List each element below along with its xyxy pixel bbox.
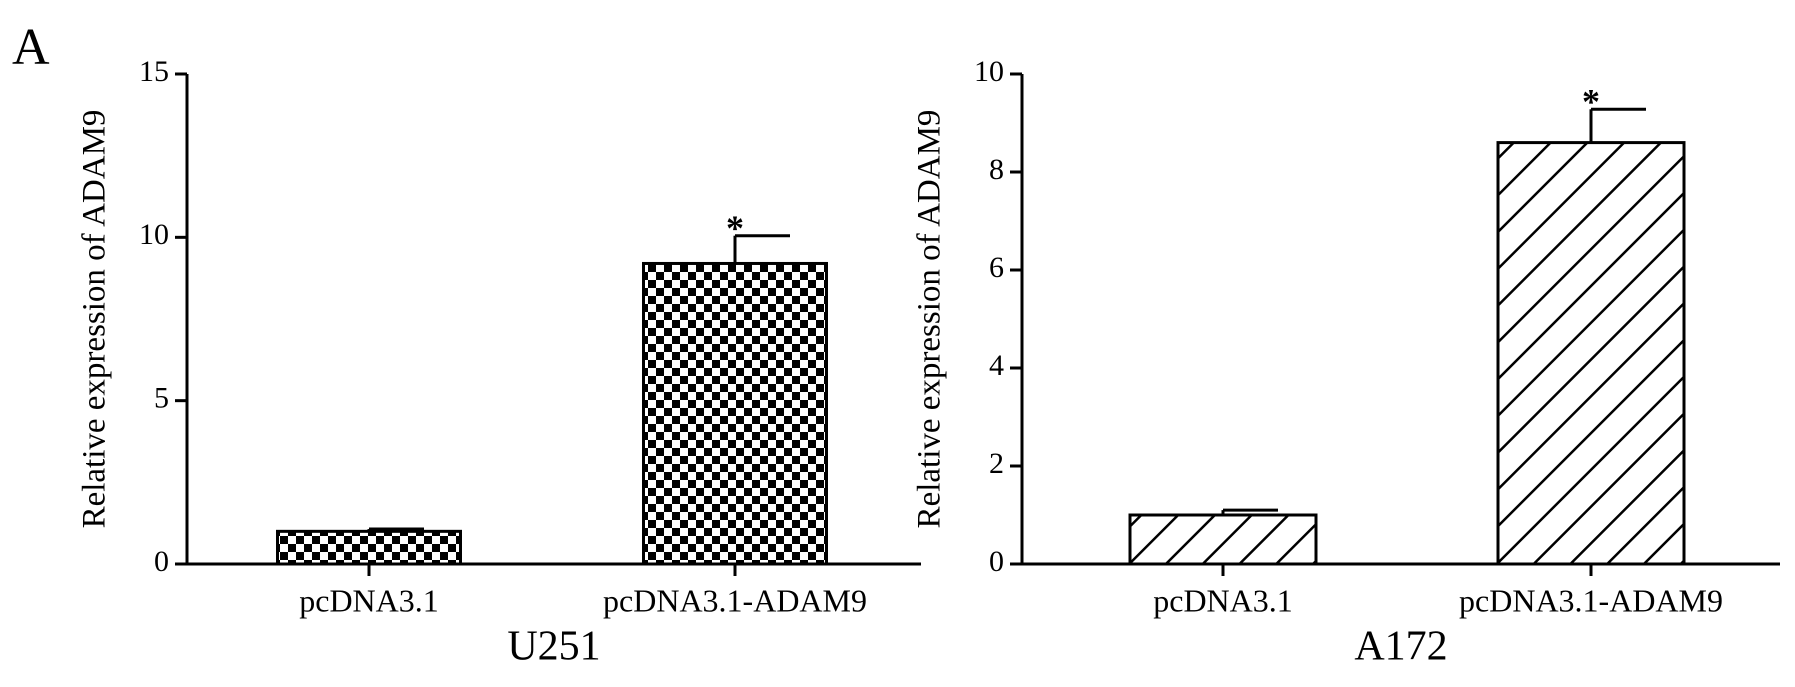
- x-axis-label: U251: [507, 624, 600, 670]
- x-tick-label: pcDNA3.1: [1153, 582, 1293, 618]
- y-tick-label: 15: [139, 55, 169, 88]
- panel-label: A: [12, 19, 50, 76]
- significance-mark: *: [726, 208, 744, 248]
- y-tick-label: 8: [989, 153, 1004, 186]
- y-tick-label: 0: [154, 545, 169, 578]
- y-tick-label: 10: [974, 55, 1004, 88]
- bar: [1128, 513, 1318, 566]
- y-tick-label: 10: [139, 218, 169, 251]
- bar: [642, 261, 828, 566]
- y-tick-label: 6: [989, 251, 1004, 284]
- y-axis-label: Relative expression of ADAM9: [912, 110, 948, 529]
- x-tick-label: pcDNA3.1-ADAM9: [1459, 582, 1723, 618]
- bar: [1496, 141, 1686, 566]
- x-tick-label: pcDNA3.1: [299, 582, 439, 618]
- bar: [276, 529, 462, 566]
- y-tick-label: 2: [989, 447, 1004, 480]
- y-tick-label: 0: [989, 545, 1004, 578]
- y-tick-label: 5: [154, 382, 169, 415]
- y-axis-label: Relative expression of ADAM9: [77, 110, 113, 529]
- y-tick-label: 4: [989, 349, 1004, 382]
- significance-mark: *: [1582, 82, 1600, 122]
- x-axis-label: A172: [1354, 624, 1447, 670]
- x-tick-label: pcDNA3.1-ADAM9: [603, 582, 867, 618]
